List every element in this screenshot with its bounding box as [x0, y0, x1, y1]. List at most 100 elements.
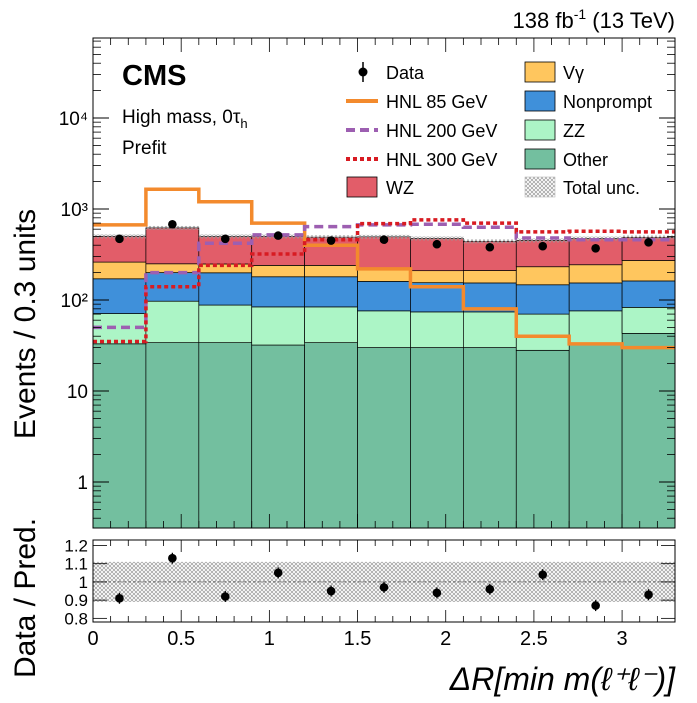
stack-bar-wz-3	[251, 236, 305, 266]
stack-bar-zz-10	[621, 307, 675, 334]
legend-zz: ZZ	[524, 119, 585, 141]
prefit-label: Prefit	[122, 138, 167, 159]
ratio-y-tick-label-3: 1.1	[64, 555, 88, 574]
main-axis-ticks: 1 10 10² 10³ 10⁴	[59, 38, 676, 528]
unc-band-7	[463, 239, 517, 244]
data-point-10	[644, 238, 653, 247]
ratio-point-2	[220, 592, 230, 601]
svg-text:ZZ: ZZ	[563, 121, 585, 141]
lumi-label: 138 fb-1 (13 TeV)	[513, 6, 675, 33]
main-y-tick-label-1: 10	[67, 382, 88, 403]
svg-text:HNL 200 GeV: HNL 200 GeV	[386, 121, 497, 141]
ratio-point-8	[538, 570, 548, 579]
stack-bar-nonprompt-4	[304, 276, 358, 308]
stack-bar-other-3	[251, 344, 305, 528]
svg-text:HNL 85 GeV: HNL 85 GeV	[386, 92, 487, 112]
data-point-6	[432, 239, 442, 249]
ratio-point-1	[168, 553, 177, 563]
ratio-y-axis-title: Data / Pred.	[9, 518, 42, 678]
legend-data: Data	[358, 62, 425, 83]
ratio-point-6	[432, 588, 442, 598]
legend-hnl85: HNL 85 GeV	[346, 92, 487, 112]
svg-text:Data: Data	[386, 63, 425, 83]
stack-bar-zz-5	[357, 310, 411, 348]
main-y-axis-title: Events / 0.3 units	[9, 209, 42, 439]
ratio-point-7	[485, 584, 495, 594]
stack-bar-other-0	[93, 343, 147, 528]
stack-bar-nonprompt-9	[568, 282, 623, 312]
signal-lines	[93, 187, 675, 350]
stack-bar-other-5	[357, 347, 411, 528]
data-point-4	[326, 236, 336, 245]
ratio-point-5	[379, 583, 389, 592]
stack-bar-zz-1	[145, 300, 200, 343]
data-points	[115, 219, 653, 253]
stack-bar-nonprompt-10	[621, 280, 675, 308]
signal-line-hnl-85-gev	[93, 187, 675, 350]
legend-unc: Total unc.	[524, 176, 640, 198]
ratio-y-tick-label-4: 1.2	[64, 536, 88, 555]
ratio-point-4	[326, 586, 336, 596]
data-point-3	[273, 231, 283, 240]
svg-text:Other: Other	[563, 150, 608, 170]
main-y-tick-label-0: 1	[77, 473, 88, 494]
data-point-8	[538, 241, 548, 251]
main-y-tick-label-2: 10²	[61, 291, 88, 312]
svg-text:WZ: WZ	[386, 178, 414, 198]
data-point-2	[220, 234, 230, 244]
main-y-tick-label-3: 10³	[61, 200, 88, 221]
stack-bar-zz-4	[304, 306, 358, 343]
cms-label: CMS	[122, 60, 186, 92]
ratio-y-tick-label-2: 1	[79, 573, 88, 592]
svg-text:Total unc.: Total unc.	[563, 178, 640, 198]
stack-bar-other-6	[410, 347, 464, 528]
ratio-point-3	[273, 568, 283, 578]
stack-bar-vgamma-6	[410, 270, 464, 284]
x-tick-label-2: 1	[264, 628, 275, 650]
stack-bar-wz-1	[145, 227, 200, 265]
data-point-0	[115, 234, 124, 244]
ratio-y-tick-label-1: 0.9	[64, 591, 88, 610]
stack-bar-nonprompt-5	[357, 281, 411, 312]
stack-bar-vgamma-9	[568, 264, 623, 284]
legend-nonprompt: Nonprompt	[524, 90, 652, 112]
stack-bar-vgamma-7	[463, 270, 517, 284]
stack-bar-zz-9	[568, 310, 623, 346]
stack-bar-zz-3	[251, 306, 305, 346]
stack-bar-zz-6	[410, 311, 464, 348]
x-tick-label-4: 2	[440, 628, 451, 650]
x-tick-label-5: 2.5	[520, 628, 548, 650]
legend: Data HNL 85 GeV HNL 200 GeV HNL 300 GeV …	[346, 61, 652, 198]
data-point-7	[485, 242, 495, 252]
ratio-point-9	[591, 601, 600, 610]
legend-hnl300: HNL 300 GeV	[346, 150, 497, 170]
stack-bar-vgamma-3	[251, 265, 305, 278]
stack-bar-other-10	[621, 333, 675, 528]
stacked-histogram	[93, 227, 675, 528]
svg-text:Vγ: Vγ	[563, 63, 584, 83]
region-label: High mass, 0τh	[122, 107, 248, 131]
main-y-tick-label-4: 10⁴	[59, 109, 88, 130]
stack-bar-vgamma-4	[304, 265, 358, 278]
svg-text:HNL 300 GeV: HNL 300 GeV	[386, 150, 497, 170]
legend-other: Other	[524, 148, 608, 170]
ratio-plot-frame	[92, 539, 676, 623]
stack-bar-nonprompt-3	[251, 276, 305, 308]
ratio-point-10	[644, 590, 653, 599]
data-point-1	[168, 219, 177, 229]
stack-bar-nonprompt-8	[515, 284, 570, 315]
stack-bar-vgamma-8	[515, 266, 570, 286]
ratio-points	[115, 552, 653, 612]
legend-hnl200: HNL 200 GeV	[346, 121, 497, 141]
ratio-point-0	[115, 594, 124, 603]
stack-bar-other-1	[145, 342, 200, 528]
stack-bar-other-2	[198, 342, 253, 528]
x-tick-label-3: 1.5	[344, 628, 372, 650]
stack-bar-vgamma-0	[93, 261, 147, 280]
stack-bar-other-7	[463, 347, 517, 528]
stack-bar-other-9	[568, 344, 623, 528]
signal-line-hnl-300-gev	[93, 218, 675, 344]
stack-bar-vgamma-10	[621, 260, 675, 282]
x-tick-label-0: 0	[87, 628, 98, 650]
